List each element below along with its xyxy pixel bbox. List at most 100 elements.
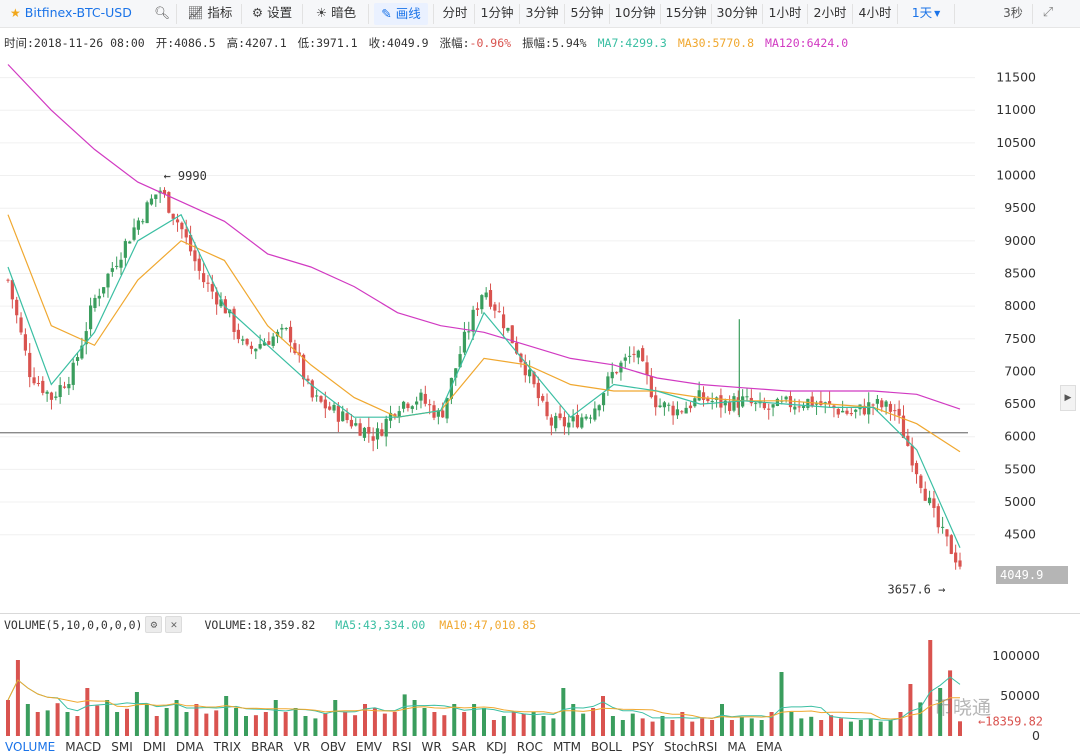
close-icon[interactable]: ✕: [165, 616, 183, 633]
candle-body: [193, 250, 197, 262]
volume-bar: [253, 715, 258, 736]
low-marker: 3657.6 →: [888, 583, 946, 597]
candle-body: [341, 411, 345, 422]
tab-mtm[interactable]: MTM: [552, 740, 581, 754]
volume-tick: 100000: [992, 648, 1040, 663]
period-2h[interactable]: 2小时: [813, 5, 847, 20]
period-1d[interactable]: 1天 ▼: [900, 0, 952, 28]
volume-bar: [630, 713, 635, 736]
volume-bar: [273, 700, 278, 736]
volume-bar: [928, 640, 933, 736]
tab-emv[interactable]: EMV: [355, 740, 383, 754]
expand-right-icon[interactable]: ▶: [1060, 385, 1076, 411]
period-1h[interactable]: 1小时: [768, 5, 802, 20]
tab-macd[interactable]: MACD: [65, 740, 102, 754]
dark-mode-button[interactable]: ☀ 暗色: [308, 0, 364, 28]
fullscreen-icon[interactable]: ⤢: [1042, 5, 1054, 20]
info-high: 高:4207.1: [226, 36, 287, 50]
tab-psy[interactable]: PSY: [631, 740, 655, 754]
gear-icon[interactable]: ⚙: [145, 616, 163, 633]
candle-body: [888, 403, 893, 412]
tab-sar[interactable]: SAR: [451, 740, 477, 754]
candle-body: [936, 506, 940, 528]
period-15m[interactable]: 15分钟: [665, 5, 707, 20]
info-change-value: -0.96%: [469, 36, 512, 50]
volume-bar: [868, 718, 873, 736]
period-3m[interactable]: 3分钟: [525, 5, 559, 20]
period-5m[interactable]: 5分钟: [570, 5, 604, 20]
tab-ema[interactable]: EMA: [755, 740, 783, 754]
period-tick[interactable]: 分时: [442, 5, 468, 20]
candle-body: [893, 410, 897, 412]
volume-tick: 0: [1032, 728, 1040, 740]
tab-stochrsi[interactable]: StochRSI: [664, 740, 718, 754]
period-30m[interactable]: 30分钟: [716, 5, 758, 20]
star-icon[interactable]: ★: [10, 6, 21, 20]
volume-bar: [105, 700, 110, 736]
info-ma30: MA30:5770.8: [677, 36, 755, 50]
tab-volume[interactable]: VOLUME: [0, 740, 60, 754]
candle-body: [810, 396, 814, 406]
candle-body: [471, 309, 475, 332]
tab-vr[interactable]: VR: [293, 740, 311, 754]
price-tick: 4500: [1004, 527, 1036, 542]
tab-trix[interactable]: TRIX: [213, 740, 242, 754]
gear-icon: ⚙: [251, 5, 264, 20]
tab-obv[interactable]: OBV: [320, 740, 346, 754]
candle-body: [628, 355, 632, 357]
pane-divider[interactable]: [0, 613, 1080, 614]
tab-boll[interactable]: BOLL: [590, 740, 622, 754]
candle-body: [701, 392, 706, 400]
candle-body: [106, 273, 110, 288]
indicator-icon: 📈︎: [187, 5, 204, 20]
volume-bar: [75, 716, 80, 736]
tab-wr[interactable]: WR: [421, 740, 442, 754]
candle-body: [762, 402, 766, 409]
refresh-interval[interactable]: 3秒: [1003, 6, 1023, 20]
tab-ma[interactable]: MA: [727, 740, 746, 754]
candle-body: [315, 395, 319, 397]
tab-smi[interactable]: SMI: [111, 740, 133, 754]
candle-body: [797, 406, 801, 408]
tab-rsi[interactable]: RSI: [392, 740, 412, 754]
volume-bar: [263, 712, 268, 736]
info-ma120: MA120:6424.0: [765, 36, 849, 50]
price-tick: 5000: [1004, 494, 1036, 509]
volume-bar: [789, 712, 794, 736]
volume-bar: [422, 708, 427, 736]
period-10m[interactable]: 10分钟: [614, 5, 656, 20]
candle-body: [771, 404, 775, 408]
candle-body: [332, 404, 336, 411]
tab-dma[interactable]: DMA: [175, 740, 204, 754]
draw-button[interactable]: ✎ 画线: [374, 3, 428, 25]
candle-body: [827, 401, 832, 405]
candle-body: [901, 415, 906, 439]
tab-dmi[interactable]: DMI: [142, 740, 166, 754]
period-4h[interactable]: 4小时: [858, 5, 892, 20]
candle-body: [115, 265, 119, 267]
toolbar: ★ Bitfinex-BTC-USD 🔍︎ 📈︎ 指标 ⚙ 设置 ☀ 暗色 ✎ 画线 分时…: [0, 0, 1080, 28]
volume-bar: [749, 718, 754, 736]
symbol-selector[interactable]: ★ Bitfinex-BTC-USD: [4, 0, 154, 28]
price-chart[interactable]: 11500 11000 10500 10000 9500 9000 8500 8000 7500…: [0, 52, 1080, 612]
volume-chart[interactable]: 100000 50000 0←18359.82: [0, 634, 1080, 740]
indicators-button[interactable]: 📈︎ 指标: [182, 0, 238, 28]
price-tick: 11000: [996, 102, 1036, 117]
indicators-label: 指标: [207, 5, 233, 20]
tab-kdj[interactable]: KDJ: [486, 740, 507, 754]
tab-brar[interactable]: BRAR: [251, 740, 284, 754]
candle-body: [697, 390, 701, 401]
volume-bar: [55, 703, 60, 736]
tab-roc[interactable]: ROC: [516, 740, 543, 754]
period-1m[interactable]: 1分钟: [480, 5, 514, 20]
volume-bar: [690, 721, 695, 736]
info-low: 低:3971.1: [297, 36, 358, 50]
candle-body: [649, 376, 653, 398]
volume-bar: [541, 716, 546, 736]
candle-body: [736, 397, 740, 408]
settings-button[interactable]: ⚙ 设置: [246, 0, 298, 28]
volume-bar: [898, 712, 903, 736]
search-icon[interactable]: 🔍︎: [154, 5, 170, 20]
volume-bar: [204, 713, 209, 736]
ma7-line: [7, 213, 961, 549]
